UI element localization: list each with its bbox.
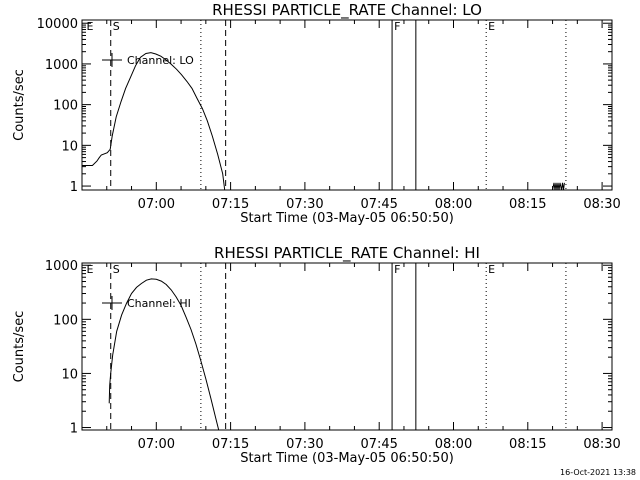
x-tick-label: 07:30 bbox=[286, 197, 323, 212]
event-marker-label: F bbox=[394, 20, 400, 33]
y-tick-label: 1 bbox=[70, 180, 78, 195]
legend-label: Channel: LO bbox=[127, 54, 194, 67]
y-tick-label: 10000 bbox=[37, 17, 78, 32]
y-tick-label: 100 bbox=[53, 313, 78, 328]
x-tick-label: 07:00 bbox=[138, 197, 175, 212]
x-tick-label: 08:00 bbox=[435, 437, 472, 452]
x-tick-label: 08:15 bbox=[509, 197, 546, 212]
plot-frame bbox=[81, 19, 613, 191]
event-marker-label: E bbox=[86, 20, 93, 33]
x-tick-label: 08:00 bbox=[435, 197, 472, 212]
legend-label: Channel: HI bbox=[127, 297, 191, 310]
y-tick-label: 1 bbox=[70, 422, 78, 437]
x-tick-label: 07:45 bbox=[360, 437, 397, 452]
x-tick-label: 07:15 bbox=[212, 437, 249, 452]
y-tick-label: 10 bbox=[61, 139, 78, 154]
chart-panel-1: RHESSI PARTICLE_RATE Channel: LO 07:00 07:… bbox=[12, 1, 621, 226]
event-marker-label: F bbox=[394, 263, 400, 276]
x-tick-label: 08:15 bbox=[509, 437, 546, 452]
y-axis-label: Counts/sec bbox=[12, 69, 27, 141]
x-tick-label: 08:30 bbox=[583, 197, 620, 212]
x-tick-label: 07:45 bbox=[360, 197, 397, 212]
generation-timestamp: 16-Oct-2021 13:38 bbox=[560, 468, 636, 477]
series-line bbox=[82, 52, 226, 191]
event-marker-label: E bbox=[488, 263, 495, 276]
x-tick-label: 07:00 bbox=[138, 437, 175, 452]
event-marker-label: S bbox=[113, 263, 120, 276]
series-line bbox=[552, 182, 565, 191]
event-marker-label: E bbox=[86, 263, 93, 276]
series-line bbox=[108, 278, 220, 431]
y-axis-label: Counts/sec bbox=[12, 311, 27, 383]
x-tick-label: 07:15 bbox=[212, 197, 249, 212]
x-tick-label: 07:30 bbox=[286, 437, 323, 452]
event-marker-label: S bbox=[113, 20, 120, 33]
x-tick-label: 08:30 bbox=[583, 437, 620, 452]
y-tick-label: 1000 bbox=[45, 58, 78, 73]
y-tick-label: 10 bbox=[61, 367, 78, 382]
chart-title: RHESSI PARTICLE_RATE Channel: LO bbox=[212, 1, 482, 20]
plot-frame bbox=[81, 262, 613, 431]
x-axis-label: Start Time (03-May-05 06:50:50) bbox=[240, 451, 454, 466]
x-axis-label: Start Time (03-May-05 06:50:50) bbox=[240, 211, 454, 226]
y-tick-label: 100 bbox=[53, 99, 78, 114]
event-marker-label: E bbox=[488, 20, 495, 33]
chart-panel-2: RHESSI PARTICLE_RATE Channel: HI 07:00 07:… bbox=[12, 244, 621, 466]
chart-title: RHESSI PARTICLE_RATE Channel: HI bbox=[214, 244, 480, 263]
y-tick-label: 1000 bbox=[45, 259, 78, 274]
